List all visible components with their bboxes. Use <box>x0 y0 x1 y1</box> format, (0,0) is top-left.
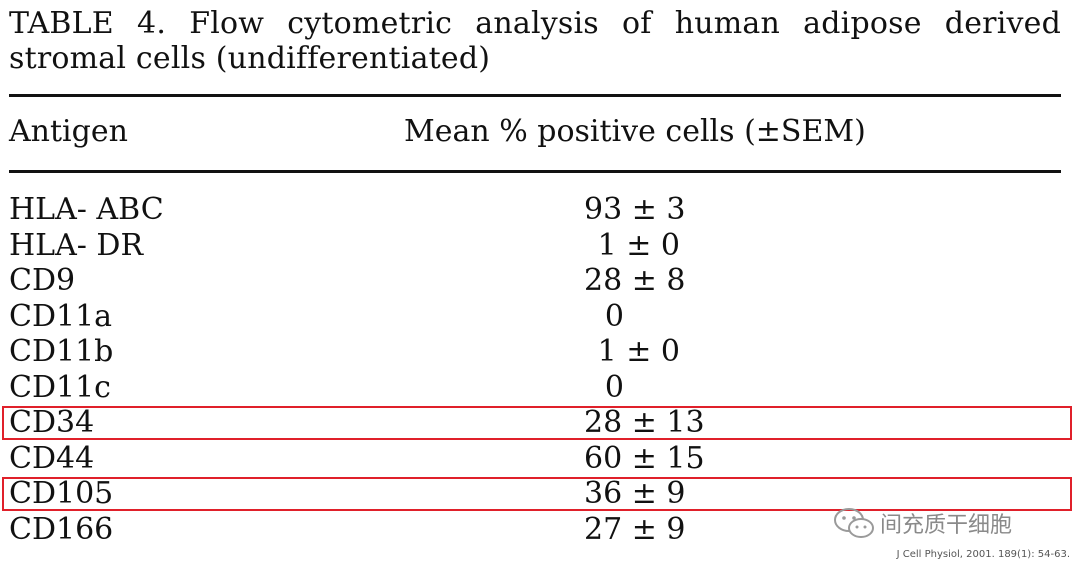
antigen-cell: CD11a <box>9 298 113 334</box>
table-row: CD105 36 ± 9 <box>0 476 1080 512</box>
top-rule <box>9 94 1061 97</box>
header-mean: Mean % positive cells (±SEM) <box>404 114 866 149</box>
value-cell: 93 ± 3 <box>584 192 686 227</box>
antigen-cell: CD34 <box>9 405 95 440</box>
value-cell: 0 <box>604 298 624 334</box>
value-cell: 28 ± 13 <box>584 405 705 440</box>
header-antigen: Antigen <box>9 114 128 149</box>
citation: J Cell Physiol, 2001. 189(1): 54-63. <box>896 549 1070 560</box>
table-body: HLA- ABC 93 ± 3 HLA- DR 1 ± 0 CD9 28 ± 8 CD11a… <box>0 192 1080 547</box>
table-row: HLA- DR 1 ± 0 <box>0 228 1080 264</box>
watermark-text: 间充质干细胞 <box>880 513 1013 538</box>
value-cell: 60 ± 15 <box>584 440 705 476</box>
value-cell: 0 <box>604 369 624 405</box>
wechat-icon <box>834 508 874 538</box>
value-cell: 1 ± 0 <box>597 227 680 263</box>
table-row: CD34 28 ± 13 <box>0 405 1080 441</box>
header-rule <box>9 170 1061 173</box>
antigen-cell: CD105 <box>9 476 114 511</box>
antigen-cell: CD11b <box>9 334 114 369</box>
table-caption: TABLE 4. Flow cytometric analysis of hum… <box>9 6 1061 76</box>
antigen-cell: HLA- DR <box>9 227 144 263</box>
antigen-cell: CD166 <box>9 511 114 547</box>
table-row: HLA- ABC 93 ± 3 <box>0 192 1080 228</box>
table-row: CD11b 1 ± 0 <box>0 334 1080 370</box>
antigen-cell: HLA- ABC <box>9 192 164 227</box>
value-cell: 28 ± 8 <box>584 263 686 298</box>
table-row: CD166 27 ± 9 <box>0 512 1080 548</box>
antigen-cell: CD44 <box>9 440 95 476</box>
table-row: CD44 60 ± 15 <box>0 441 1080 477</box>
table-row: CD11a 0 <box>0 299 1080 335</box>
watermark: 间充质干细胞 <box>832 506 1012 540</box>
antigen-cell: CD9 <box>9 263 76 298</box>
antigen-cell: CD11c <box>9 369 111 405</box>
value-cell: 27 ± 9 <box>584 511 686 547</box>
value-cell: 1 ± 0 <box>597 334 680 369</box>
table-row: CD11c 0 <box>0 370 1080 406</box>
table-row: CD9 28 ± 8 <box>0 263 1080 299</box>
value-cell: 36 ± 9 <box>584 476 686 511</box>
